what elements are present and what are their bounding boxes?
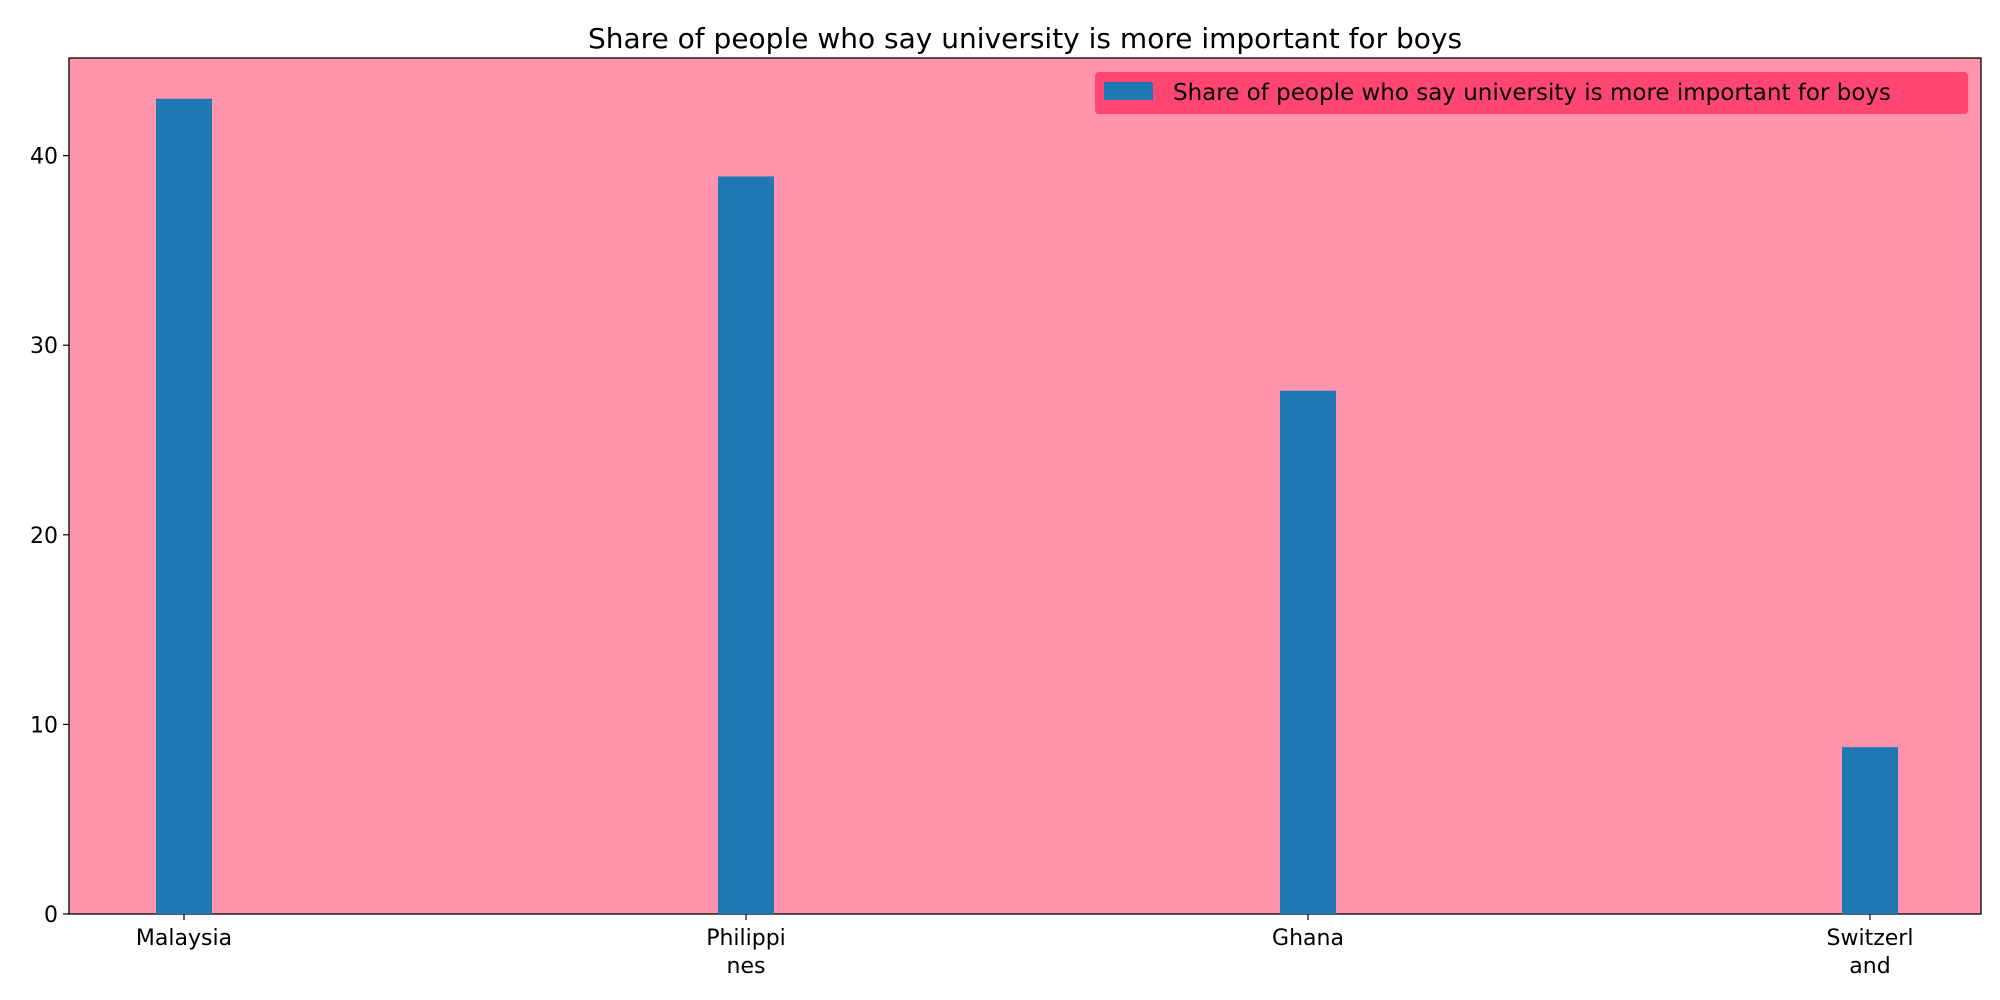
y-tick-label: 0 [44,903,58,928]
y-tick-label: 20 [30,524,58,549]
legend-label: Share of people who say university is mo… [1173,80,1891,106]
legend: Share of people who say university is mo… [1095,72,1968,114]
x-axis: Malaysia Philippi nes Ghana Switzerl and [136,914,1914,979]
legend-box [1095,72,1968,114]
x-tick-label: Malaysia [136,926,232,951]
chart-title: Share of people who say university is mo… [588,22,1462,55]
y-tick-label: 30 [30,334,58,359]
y-tick-label: 10 [30,713,58,738]
x-tick-label: Philippi nes [706,926,786,979]
y-axis: 0 10 20 30 40 [30,145,69,928]
x-tick-label: Ghana [1272,926,1344,951]
bar-philippines [718,176,774,915]
bar-malaysia [156,98,212,914]
plot-area [68,57,1982,915]
bars-group [156,98,1898,915]
x-tick-label: Switzerl and [1827,926,1914,979]
bar-ghana [1280,390,1336,914]
bar-switzerland [1842,747,1898,914]
legend-swatch [1104,82,1153,100]
y-tick-label: 40 [30,145,58,170]
